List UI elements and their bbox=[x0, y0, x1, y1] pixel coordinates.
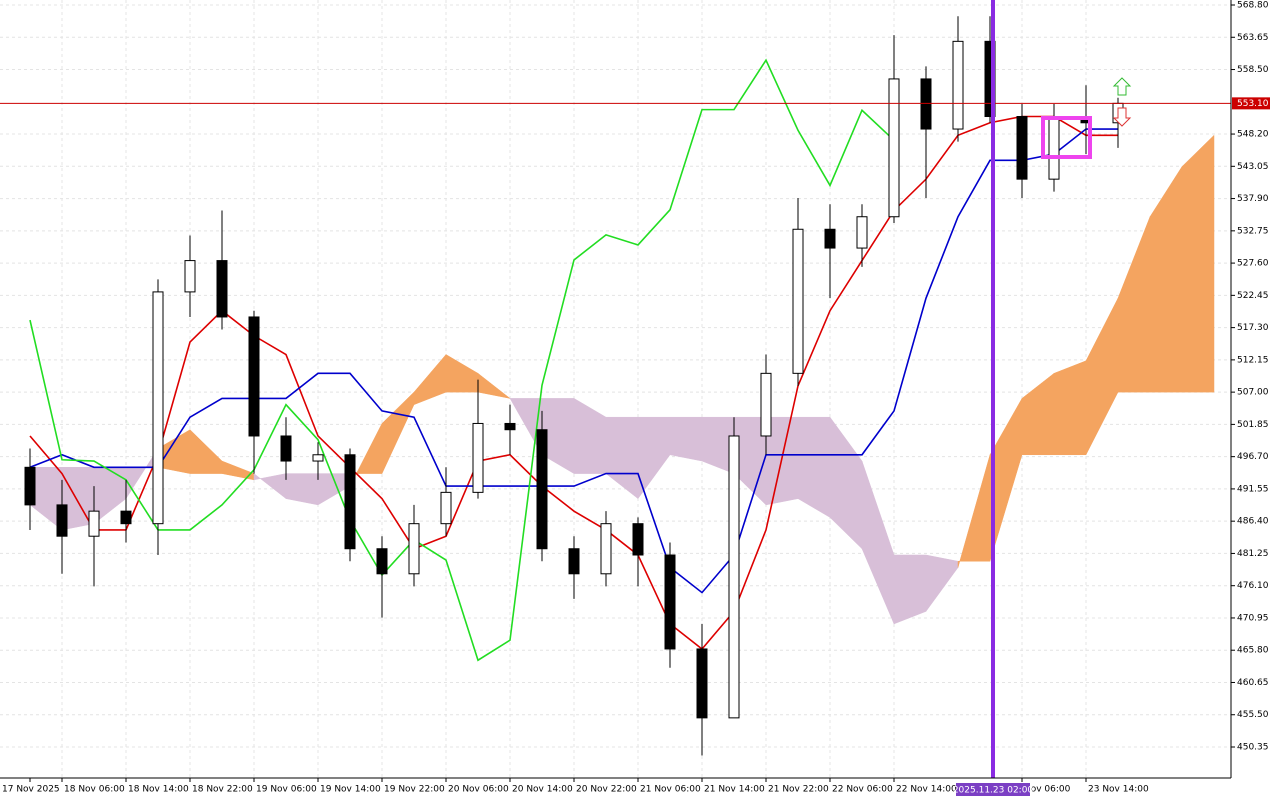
candle-body bbox=[216, 260, 228, 318]
candle-body bbox=[536, 429, 548, 550]
candle-body bbox=[152, 291, 164, 525]
x-tick-label: 19 Nov 22:00 bbox=[384, 785, 445, 795]
y-tick-label: 491.55 bbox=[1237, 484, 1269, 494]
candle-body bbox=[408, 523, 420, 575]
candle-body bbox=[376, 548, 388, 575]
y-tick-label: 517.30 bbox=[1237, 323, 1269, 333]
x-tick-label: 19 Nov 14:00 bbox=[320, 785, 381, 795]
y-tick-label: 460.65 bbox=[1237, 678, 1269, 688]
x-tick-label: 21 Nov 14:00 bbox=[704, 785, 765, 795]
cloud-segment bbox=[1053, 360, 1087, 456]
candle-body bbox=[1016, 116, 1028, 180]
candle-body bbox=[1048, 116, 1060, 180]
x-tick-label: 19 Nov 06:00 bbox=[256, 785, 317, 795]
y-tick-label: 537.90 bbox=[1237, 194, 1269, 204]
candle-body bbox=[472, 422, 484, 493]
candle-body bbox=[24, 466, 36, 506]
y-tick-label: 527.60 bbox=[1237, 259, 1269, 269]
current-price-label: 553.10 bbox=[1237, 99, 1269, 109]
x-tick-label: Nov 06:00 bbox=[1024, 785, 1071, 795]
candle-body bbox=[56, 504, 68, 537]
x-tick-label: 23 Nov 14:00 bbox=[1088, 785, 1149, 795]
y-tick-label: 507.00 bbox=[1237, 388, 1269, 398]
y-tick-label: 450.35 bbox=[1237, 742, 1269, 752]
x-tick-label: 20 Nov 22:00 bbox=[576, 785, 637, 795]
x-tick-label: 18 Nov 14:00 bbox=[128, 785, 189, 795]
highlight-box bbox=[1041, 116, 1092, 159]
candle-body bbox=[600, 523, 612, 575]
y-tick-label: 548.20 bbox=[1237, 130, 1269, 140]
y-tick-label: 568.80 bbox=[1237, 1, 1269, 11]
candle-body bbox=[664, 554, 676, 650]
up-arrow bbox=[1112, 77, 1132, 96]
x-tick-label: 22 Nov 14:00 bbox=[896, 785, 957, 795]
x-tick-label: 22 Nov 06:00 bbox=[832, 785, 893, 795]
candle-body bbox=[440, 491, 452, 525]
candle-body bbox=[920, 78, 932, 130]
x-tick-label: 21 Nov 22:00 bbox=[768, 785, 829, 795]
y-tick-label: 476.10 bbox=[1237, 581, 1269, 591]
y-tick-label: 522.45 bbox=[1237, 291, 1269, 301]
x-tick-label: 20 Nov 14:00 bbox=[512, 785, 573, 795]
candle-body bbox=[888, 78, 900, 218]
candle-body bbox=[248, 316, 260, 437]
candle-body bbox=[120, 510, 132, 525]
cursor-label: 2025.11.23 02:00 bbox=[953, 786, 1034, 796]
indicator-line bbox=[29, 128, 1118, 594]
candle-body bbox=[184, 260, 196, 293]
x-tick-label: 17 Nov 2025 bbox=[2, 785, 60, 795]
candle-body bbox=[824, 228, 836, 249]
candle-body bbox=[632, 523, 644, 556]
x-tick-label: 18 Nov 06:00 bbox=[64, 785, 125, 795]
candle-body bbox=[696, 648, 708, 719]
y-tick-label: 543.05 bbox=[1237, 162, 1269, 172]
y-tick-label: 532.75 bbox=[1237, 226, 1269, 236]
candle-body bbox=[568, 548, 580, 575]
candle-body bbox=[856, 216, 868, 249]
current-price-box bbox=[1232, 97, 1270, 110]
y-tick-label: 455.50 bbox=[1237, 710, 1269, 720]
candle-body bbox=[792, 228, 804, 374]
cloud-segment bbox=[1181, 134, 1215, 393]
candle-body bbox=[344, 454, 356, 550]
candle-body bbox=[728, 435, 740, 719]
x-tick-label: 21 Nov 06:00 bbox=[640, 785, 701, 795]
y-tick-label: 558.50 bbox=[1237, 65, 1269, 75]
indicator-line bbox=[29, 58, 895, 662]
candle-body bbox=[312, 454, 324, 462]
y-tick-label: 496.70 bbox=[1237, 452, 1269, 462]
x-tick-label: 20 Nov 06:00 bbox=[448, 785, 509, 795]
candle-body bbox=[952, 40, 964, 130]
candle-body bbox=[760, 372, 772, 437]
cloud-segment bbox=[669, 416, 703, 462]
y-tick-label: 470.95 bbox=[1237, 613, 1269, 623]
y-tick-label: 512.15 bbox=[1237, 355, 1269, 365]
candle-body bbox=[280, 435, 292, 462]
x-tick-label: 18 Nov 22:00 bbox=[192, 785, 253, 795]
down-arrow bbox=[1112, 107, 1132, 127]
y-tick-label: 465.80 bbox=[1237, 646, 1269, 656]
indicator-line bbox=[29, 115, 1118, 651]
y-tick-label: 481.25 bbox=[1237, 549, 1269, 559]
y-tick-label: 563.65 bbox=[1237, 33, 1269, 43]
y-tick-label: 486.40 bbox=[1237, 517, 1269, 527]
candle-body bbox=[504, 422, 516, 431]
y-tick-label: 501.85 bbox=[1237, 420, 1269, 430]
cursor-label-box bbox=[956, 783, 1030, 796]
candle-body bbox=[88, 510, 100, 537]
